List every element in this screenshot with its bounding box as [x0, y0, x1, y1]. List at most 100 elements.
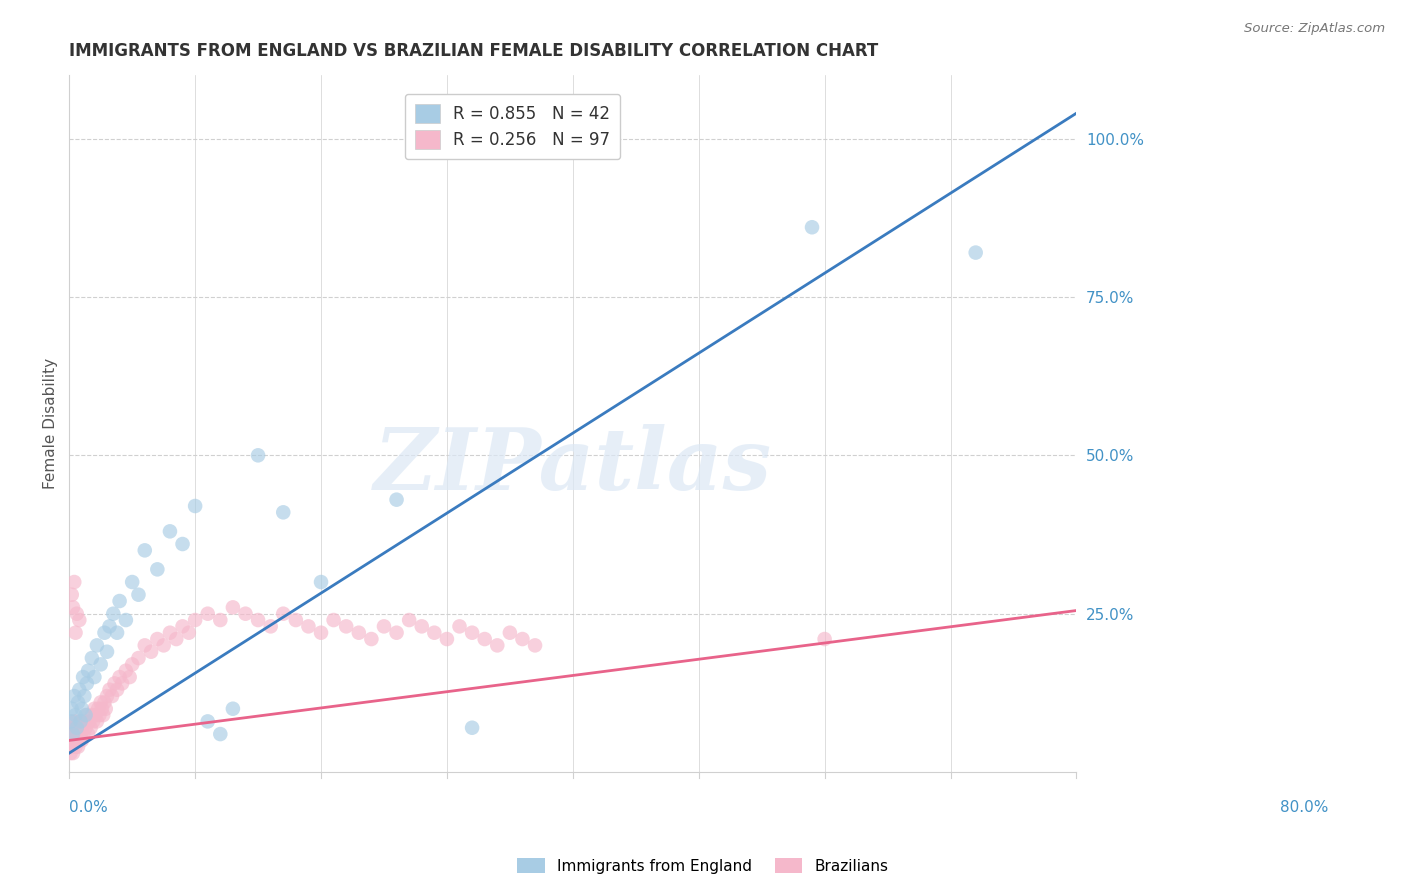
Legend: Immigrants from England, Brazilians: Immigrants from England, Brazilians	[512, 852, 894, 880]
Point	[77, 664, 100, 678]
Point	[66, 607, 89, 621]
Point	[474, 632, 496, 646]
Point	[222, 600, 245, 615]
Point	[449, 619, 471, 633]
Point	[60, 721, 83, 735]
Point	[96, 689, 118, 703]
Point	[89, 708, 111, 723]
Point	[67, 613, 90, 627]
Point	[159, 524, 181, 539]
Point	[62, 600, 84, 615]
Point	[76, 676, 98, 690]
Point	[385, 625, 408, 640]
Point	[209, 727, 232, 741]
Point	[111, 676, 134, 690]
Point	[127, 588, 149, 602]
Point	[93, 625, 115, 640]
Point	[385, 492, 408, 507]
Point	[297, 619, 319, 633]
Point	[209, 613, 232, 627]
Point	[67, 721, 90, 735]
Point	[98, 682, 121, 697]
Point	[801, 220, 824, 235]
Point	[284, 613, 307, 627]
Point	[65, 739, 87, 754]
Point	[247, 448, 270, 462]
Point	[63, 721, 86, 735]
Point	[235, 607, 257, 621]
Point	[59, 746, 82, 760]
Point	[105, 682, 128, 697]
Point	[86, 714, 108, 729]
Point	[121, 657, 143, 672]
Point	[105, 625, 128, 640]
Point	[139, 645, 162, 659]
Point	[347, 625, 370, 640]
Legend: R = 0.855   N = 42, R = 0.256   N = 97: R = 0.855 N = 42, R = 0.256 N = 97	[405, 94, 620, 159]
Point	[146, 632, 169, 646]
Point	[222, 702, 245, 716]
Point	[62, 746, 84, 760]
Point	[91, 708, 114, 723]
Point	[67, 695, 90, 709]
Point	[322, 613, 344, 627]
Point	[271, 607, 294, 621]
Point	[62, 714, 84, 729]
Point	[60, 702, 83, 716]
Point	[66, 721, 89, 735]
Point	[80, 708, 103, 723]
Point	[121, 574, 143, 589]
Point	[77, 727, 100, 741]
Point	[103, 676, 125, 690]
Point	[134, 543, 156, 558]
Point	[101, 689, 124, 703]
Point	[159, 625, 181, 640]
Point	[486, 639, 509, 653]
Point	[499, 625, 522, 640]
Point	[65, 727, 87, 741]
Point	[165, 632, 187, 646]
Point	[60, 739, 83, 754]
Point	[271, 505, 294, 519]
Point	[90, 657, 112, 672]
Point	[398, 613, 420, 627]
Point	[172, 619, 194, 633]
Point	[60, 733, 83, 747]
Point	[91, 702, 114, 716]
Point	[59, 727, 82, 741]
Point	[90, 695, 112, 709]
Point	[108, 670, 131, 684]
Point	[93, 695, 115, 709]
Point	[69, 714, 91, 729]
Point	[373, 619, 395, 633]
Point	[59, 714, 82, 729]
Point	[461, 721, 484, 735]
Point	[146, 562, 169, 576]
Point	[82, 714, 104, 729]
Point	[69, 714, 91, 729]
Point	[70, 721, 93, 735]
Point	[76, 708, 98, 723]
Point	[75, 708, 97, 723]
Point	[411, 619, 433, 633]
Text: 80.0%: 80.0%	[1279, 800, 1329, 815]
Point	[63, 689, 86, 703]
Point	[70, 733, 93, 747]
Text: ZIPatlas: ZIPatlas	[374, 424, 772, 508]
Point	[197, 714, 219, 729]
Point	[118, 670, 141, 684]
Point	[84, 708, 107, 723]
Point	[63, 574, 86, 589]
Point	[83, 670, 105, 684]
Point	[965, 245, 987, 260]
Point	[87, 702, 110, 716]
Point	[360, 632, 382, 646]
Point	[67, 733, 90, 747]
Point	[115, 613, 138, 627]
Point	[524, 639, 547, 653]
Point	[67, 682, 90, 697]
Point	[73, 714, 96, 729]
Point	[65, 625, 87, 640]
Point	[172, 537, 194, 551]
Point	[461, 625, 484, 640]
